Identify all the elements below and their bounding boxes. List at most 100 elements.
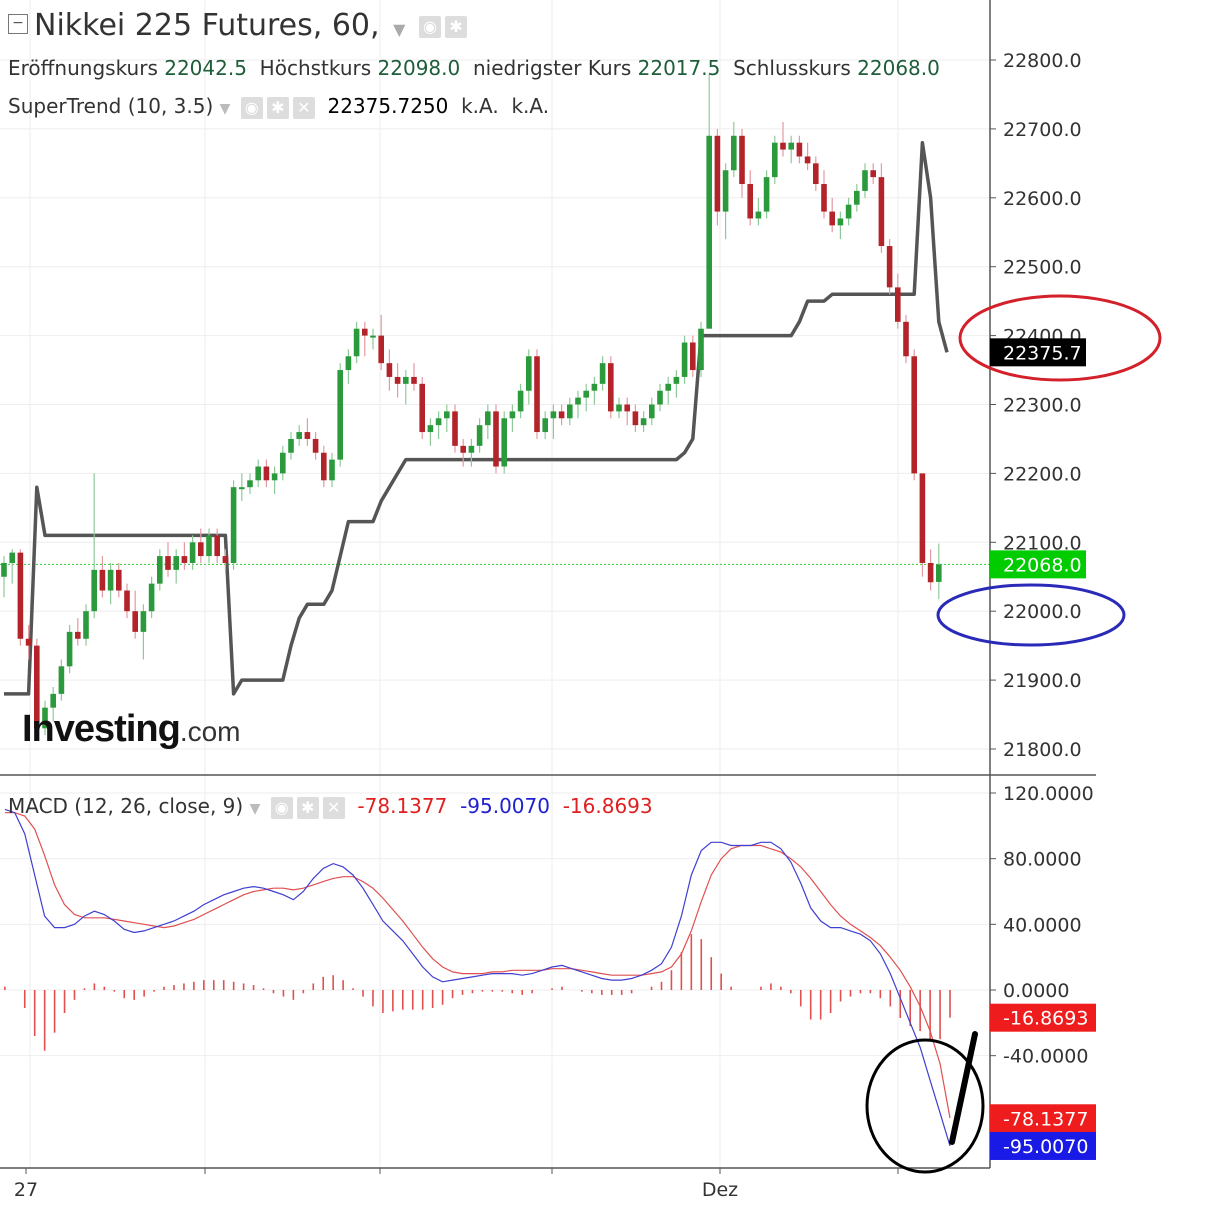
candle-body	[337, 370, 343, 460]
y-tick-label: 22800.0	[1003, 50, 1082, 72]
supertrend-value: 22375.7250	[327, 94, 449, 118]
candle-body	[558, 411, 565, 419]
macd-signal-value: -78.1377	[357, 794, 448, 818]
candle-body	[690, 342, 696, 371]
gear-icon[interactable]: ✱	[266, 96, 289, 119]
candle-body	[296, 432, 302, 439]
y-tick-label: 22500.0	[1003, 257, 1082, 279]
price-axis[interactable]: 22800.022700.022600.022500.022400.022300…	[0, 0, 1096, 1201]
candle-body	[198, 542, 204, 557]
macd-y-tick-label: 120.0000	[1003, 783, 1094, 805]
candle-body	[624, 404, 630, 412]
macd-name: MACD (12, 26, close, 9)	[8, 794, 244, 818]
candle-body	[91, 569, 97, 612]
supertrend-legend[interactable]: SuperTrend (10, 3.5) ▼ ◉ ✱ ✕ 22375.7250 k.…	[8, 94, 549, 119]
candle-body	[476, 425, 483, 446]
candle-body	[230, 487, 237, 563]
grid	[0, 0, 990, 1168]
candle-body	[263, 466, 270, 481]
macd-y-tick-label: 0.0000	[1003, 980, 1069, 1002]
eye-icon[interactable]: ◉	[418, 15, 441, 38]
candle-body	[9, 552, 15, 563]
logo-main: Investing	[22, 708, 181, 750]
open-value: 22042.5	[164, 56, 247, 80]
macd-pane	[4, 808, 951, 1147]
eye-icon[interactable]: ◉	[240, 96, 263, 119]
gear-icon[interactable]: ✱	[296, 796, 319, 819]
candle-body	[140, 611, 147, 632]
candle-body	[222, 556, 229, 563]
candle-body	[386, 363, 393, 377]
candle-body	[181, 556, 188, 563]
y-tick-label: 22100.0	[1003, 532, 1082, 554]
chevron-down-icon[interactable]: ▼	[249, 801, 261, 817]
candle-body	[583, 390, 589, 398]
candle-body	[99, 569, 106, 591]
high-label: Höchstkurs	[259, 56, 372, 80]
close-icon[interactable]: ✕	[322, 796, 345, 819]
candle-body	[370, 335, 376, 338]
macd-hist-value: -16.8693	[562, 794, 653, 818]
macd-legend[interactable]: MACD (12, 26, close, 9) ▼ ◉ ✱ ✕ -78.1377 -…	[8, 794, 653, 819]
candle-body	[411, 376, 417, 384]
candle-body	[878, 177, 885, 247]
candle-body	[189, 542, 196, 563]
candle-body	[107, 569, 114, 591]
eye-icon[interactable]: ◉	[270, 796, 293, 819]
candle-body	[722, 170, 729, 212]
candle-body	[239, 487, 245, 490]
candle-body	[706, 135, 712, 329]
black-circle-annotation	[865, 1038, 985, 1174]
candle-body	[936, 564, 942, 582]
candle-body	[911, 356, 917, 474]
candle-body	[50, 693, 56, 708]
supertrend-path	[4, 140, 949, 696]
candle-body	[796, 142, 803, 157]
candle-body	[813, 163, 819, 185]
candle-body	[591, 383, 598, 391]
supertrend-line	[4, 140, 949, 696]
y-tick-label: 21900.0	[1003, 670, 1082, 692]
supertrend-name: SuperTrend (10, 3.5)	[8, 94, 214, 118]
close-icon[interactable]: ✕	[292, 96, 315, 119]
last-price-label: 22068.0	[1003, 554, 1082, 576]
chevron-down-icon[interactable]: ▼	[393, 20, 406, 39]
chart-title[interactable]: − Nikkei 225 Futures, 60, ▼ ◉ ✱	[8, 8, 467, 43]
chevron-down-icon[interactable]: ▼	[219, 101, 231, 117]
chart-title-text: Nikkei 225 Futures, 60,	[34, 8, 380, 43]
close-label: Schlusskurs	[733, 56, 851, 80]
macd-value-label: -95.0070	[1003, 1136, 1088, 1158]
candle-body	[206, 535, 212, 557]
candle-body	[247, 480, 253, 488]
macd-y-tick-label: -40.0000	[1003, 1046, 1088, 1068]
candle-body	[124, 590, 130, 612]
macd-signal-label: -78.1377	[1003, 1108, 1088, 1130]
candle-body	[821, 184, 827, 212]
candle-body	[739, 135, 745, 185]
candles	[1, 73, 942, 736]
y-tick-label: 21800.0	[1003, 739, 1082, 761]
supertrend-na2: k.A.	[511, 94, 550, 118]
candle-body	[526, 356, 532, 391]
candle-body	[599, 363, 606, 384]
candle-body	[854, 190, 860, 205]
candle-body	[460, 445, 466, 453]
candle-body	[378, 335, 384, 364]
y-tick-label: 22000.0	[1003, 601, 1082, 623]
candle-body	[83, 611, 89, 639]
minimize-icon[interactable]: −	[8, 13, 28, 34]
candle-body	[304, 432, 311, 439]
low-label: niedrigster Kurs	[472, 56, 632, 80]
macd-value-label-bg	[990, 1131, 1096, 1160]
macd-signal-line	[4, 812, 951, 1119]
candle-body	[214, 535, 220, 557]
candle-body	[862, 170, 868, 191]
x-tick-label: Dez	[702, 1179, 738, 1201]
candle-body	[42, 707, 48, 729]
gear-icon[interactable]: ✱	[444, 15, 467, 38]
investing-logo: Investing.com	[22, 708, 241, 751]
candle-body	[870, 170, 876, 178]
candle-body	[542, 418, 548, 433]
candle-body	[895, 287, 901, 322]
